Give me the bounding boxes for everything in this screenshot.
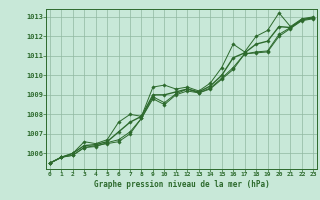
X-axis label: Graphe pression niveau de la mer (hPa): Graphe pression niveau de la mer (hPa)	[94, 180, 269, 189]
